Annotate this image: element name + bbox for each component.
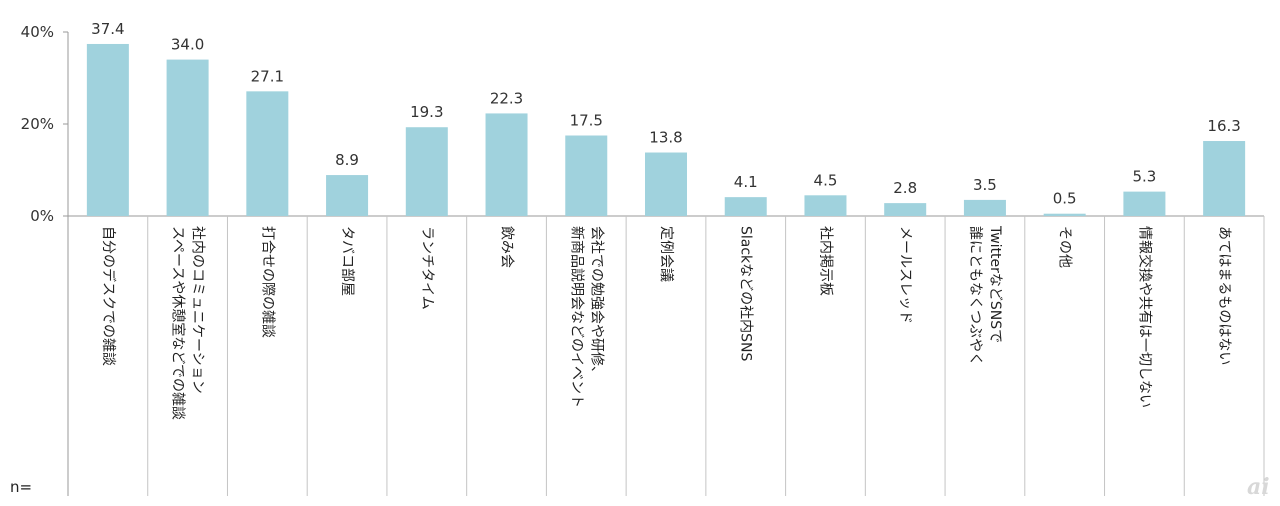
data-label: 27.1 — [251, 67, 284, 85]
data-label: 13.8 — [649, 129, 682, 147]
data-label: 4.5 — [814, 171, 838, 189]
category-label: 情報交換や共有は一切しない — [1136, 226, 1153, 408]
category-label: 誰にともなくつぶやく — [967, 226, 983, 366]
category-label: 新商品説明会などのイベント — [568, 226, 584, 408]
category-label: 社内のコミュニケーション — [190, 226, 206, 394]
bar — [326, 175, 369, 216]
category-label: スペースや休憩室などでの雑談 — [170, 226, 187, 420]
category-label: ランチタイム — [419, 226, 435, 310]
y-tick-label: 0% — [30, 207, 54, 225]
category-label: 自分のデスクでの雑談 — [100, 226, 117, 366]
bar — [405, 127, 448, 216]
bar — [884, 203, 927, 216]
bar — [246, 91, 289, 216]
sample-size-label: n= — [10, 478, 33, 496]
data-label: 17.5 — [570, 112, 603, 130]
bar — [166, 59, 209, 216]
category-label: あてはまるものはない — [1216, 226, 1232, 365]
data-label: 3.5 — [973, 176, 997, 194]
category-label: Slackなどの社内SNS — [738, 226, 754, 362]
y-tick-label: 20% — [21, 115, 54, 133]
category-label: タバコ部屋 — [339, 226, 355, 296]
bar — [645, 152, 687, 216]
y-tick-label: 40% — [21, 23, 54, 41]
data-label: 0.5 — [1053, 190, 1077, 208]
category-label: メールスレッド — [897, 226, 913, 324]
category-label: その他 — [1057, 226, 1073, 268]
category-label: 打合せの際の雑談 — [259, 226, 276, 338]
bar — [1203, 141, 1246, 216]
data-label: 16.3 — [1207, 117, 1240, 135]
bar — [804, 195, 847, 216]
category-label: 会社での勉強会や研修、 — [588, 226, 604, 380]
bar — [1043, 213, 1086, 216]
category-label: TwitterなどSNSで — [987, 225, 1003, 343]
category-label: 定例会議 — [658, 226, 675, 282]
data-label: 34.0 — [171, 36, 204, 54]
data-label: 8.9 — [335, 151, 359, 169]
category-label: 飲み会 — [499, 226, 515, 268]
data-label: 4.1 — [734, 173, 758, 191]
bar — [565, 135, 608, 216]
data-label: 37.4 — [91, 20, 124, 38]
bar — [86, 43, 129, 217]
bar — [1123, 191, 1166, 216]
bar — [963, 199, 1006, 216]
bar — [485, 113, 528, 216]
watermark-logo: ai — [1247, 474, 1270, 500]
data-label: 19.3 — [410, 103, 443, 121]
data-label: 5.3 — [1132, 168, 1156, 186]
data-label: 2.8 — [893, 179, 917, 197]
category-label: 社内掲示板 — [817, 226, 833, 296]
data-label: 22.3 — [490, 89, 523, 107]
bar — [724, 197, 767, 216]
